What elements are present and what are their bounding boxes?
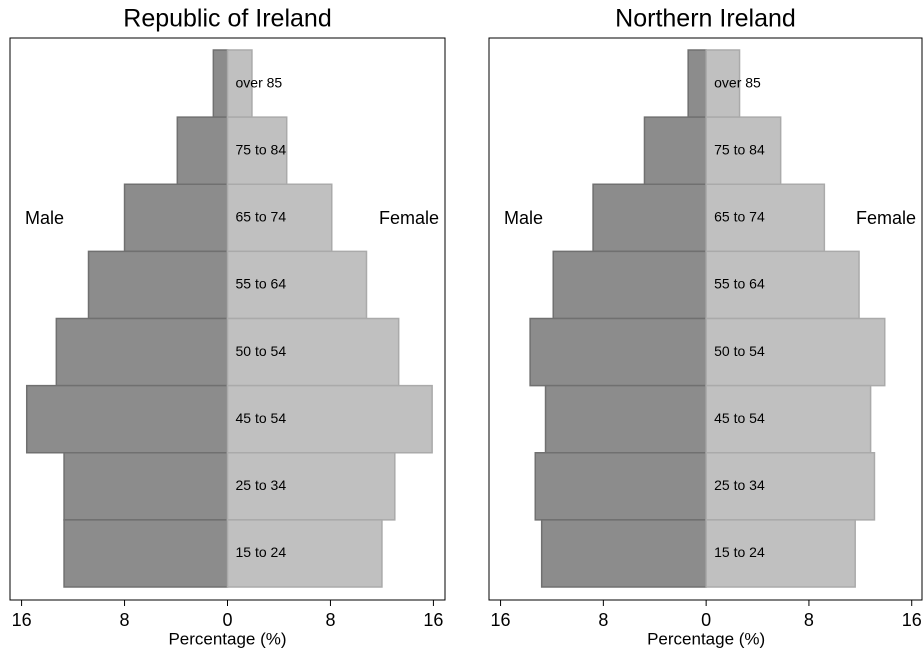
category-label: 55 to 64	[714, 276, 765, 292]
bar	[226, 384, 433, 454]
bar	[643, 116, 707, 185]
bar	[705, 250, 860, 320]
series-label: Female	[379, 208, 439, 228]
bar	[529, 317, 707, 387]
category-label: 55 to 64	[236, 276, 287, 292]
x-tick-label: 8	[804, 610, 814, 630]
x-tick-label: 16	[491, 610, 511, 630]
x-tick-label: 16	[12, 610, 32, 630]
bar	[592, 183, 707, 253]
bar	[212, 49, 229, 118]
x-tick-label: 16	[902, 610, 922, 630]
category-label: 15 to 24	[236, 544, 287, 560]
bar	[540, 519, 707, 588]
bar	[226, 250, 368, 320]
category-label: 65 to 74	[236, 209, 287, 225]
bar	[705, 519, 856, 588]
series-label: Male	[25, 208, 64, 228]
category-label: 45 to 54	[714, 410, 765, 426]
bar	[176, 116, 229, 185]
category-label: 75 to 84	[714, 141, 765, 157]
x-tick-label: 0	[701, 610, 711, 630]
x-tick-label: 16	[423, 610, 443, 630]
category-label: 50 to 54	[236, 343, 287, 359]
category-label: 25 to 34	[714, 477, 765, 493]
bar	[87, 250, 229, 320]
bar	[552, 250, 707, 320]
bar	[63, 452, 229, 521]
bar	[55, 317, 229, 387]
plot-frame	[488, 37, 923, 601]
chart-title: Northern Ireland	[615, 5, 796, 33]
bar	[705, 116, 782, 185]
bar	[544, 384, 707, 454]
bar	[226, 519, 383, 588]
bar	[226, 183, 333, 253]
bar	[534, 452, 707, 521]
bar	[687, 49, 707, 118]
category-label: over 85	[714, 74, 761, 90]
x-axis-title: Percentage (%)	[168, 629, 286, 648]
category-label: 15 to 24	[714, 544, 765, 560]
series-label: Female	[856, 208, 916, 228]
category-label: 75 to 84	[236, 141, 287, 157]
bar	[705, 183, 826, 253]
category-label: 50 to 54	[714, 343, 765, 359]
category-label: 25 to 34	[236, 477, 287, 493]
x-tick-label: 8	[120, 610, 130, 630]
chart-title: Republic of Ireland	[123, 5, 331, 33]
bar	[123, 183, 229, 253]
bar	[63, 519, 229, 588]
x-tick-label: 8	[325, 610, 335, 630]
bar	[705, 317, 886, 387]
x-tick-label: 0	[222, 610, 232, 630]
x-tick-label: 8	[598, 610, 608, 630]
x-axis-title: Percentage (%)	[647, 629, 765, 648]
series-label: Male	[504, 208, 543, 228]
bar	[25, 384, 229, 454]
category-label: 65 to 74	[714, 209, 765, 225]
category-label: 45 to 54	[236, 410, 287, 426]
category-label: over 85	[236, 74, 283, 90]
bar	[226, 452, 396, 521]
